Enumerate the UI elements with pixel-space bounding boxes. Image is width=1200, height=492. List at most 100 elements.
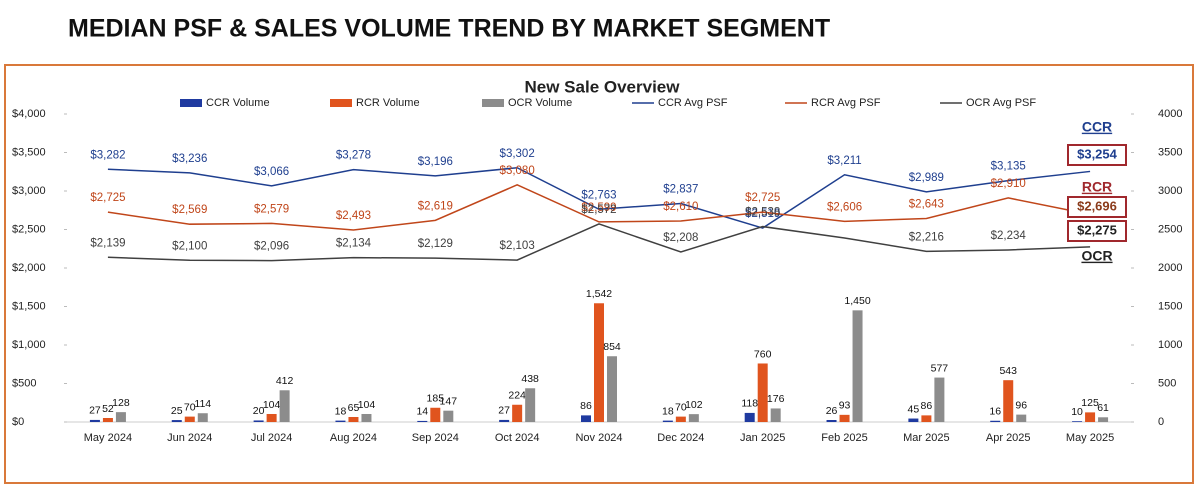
line-label: $2,493 xyxy=(336,210,371,222)
line-label: $2,606 xyxy=(827,201,862,213)
x-tick-label: Sep 2024 xyxy=(412,432,459,444)
line-label: $2,519 xyxy=(745,208,780,220)
line-label: $2,569 xyxy=(172,204,207,216)
bar xyxy=(662,420,673,422)
end-label: $3,254 xyxy=(1077,146,1118,161)
x-tick-label: Mar 2025 xyxy=(903,432,949,444)
bar-label: 52 xyxy=(102,403,114,415)
line-label: $2,725 xyxy=(745,192,780,204)
bar-label: 45 xyxy=(908,403,920,415)
legend-label: OCR Volume xyxy=(508,97,572,109)
y2-tick-label: 0 xyxy=(1158,416,1164,428)
line-label: $2,599 xyxy=(581,202,616,214)
bar-label: 10 xyxy=(1071,406,1083,418)
bar xyxy=(1016,414,1027,422)
legend-label: OCR Avg PSF xyxy=(966,97,1036,109)
bar xyxy=(184,416,195,422)
bar xyxy=(1003,380,1014,422)
bar xyxy=(89,419,100,422)
bar xyxy=(934,377,945,422)
bar-label: 27 xyxy=(498,405,510,417)
bar-label: 26 xyxy=(826,405,838,417)
y2-tick-label: 1000 xyxy=(1158,339,1182,351)
bar-label: 760 xyxy=(754,348,772,360)
bar xyxy=(279,390,290,422)
line-label: $2,538 xyxy=(745,207,780,219)
bar-label: 70 xyxy=(184,401,196,413)
line-label: $2,234 xyxy=(991,230,1027,242)
bar xyxy=(512,404,523,422)
segment-annotation: RCR xyxy=(1082,179,1112,195)
bar xyxy=(417,420,428,422)
bar-label: 61 xyxy=(1097,402,1109,414)
x-tick-label: Apr 2025 xyxy=(986,432,1031,444)
bar xyxy=(594,303,604,422)
bar xyxy=(688,414,699,422)
bar xyxy=(908,418,919,422)
bar-label: 102 xyxy=(685,399,703,411)
bar-label: 128 xyxy=(112,397,130,409)
bar xyxy=(525,388,536,422)
y2-tick-label: 1500 xyxy=(1158,300,1182,312)
line-label: $3,080 xyxy=(500,165,535,177)
line-label: $2,725 xyxy=(90,192,125,204)
line-label: $2,837 xyxy=(663,184,698,196)
line xyxy=(107,166,1091,229)
line-label: $3,196 xyxy=(418,156,453,168)
line-label: $3,302 xyxy=(500,148,535,160)
bar-label: 14 xyxy=(416,406,428,418)
line-label: $2,763 xyxy=(581,189,616,201)
bar-label: 438 xyxy=(521,373,539,385)
x-tick-label: Dec 2024 xyxy=(657,432,704,444)
bar xyxy=(770,408,781,422)
line-label: $2,610 xyxy=(663,201,698,213)
y-tick-label: $0 xyxy=(12,416,24,428)
line-label: $2,619 xyxy=(418,200,453,212)
y2-tick-label: 4000 xyxy=(1158,108,1182,120)
bar-label: 65 xyxy=(348,402,360,414)
y-tick-label: $1,000 xyxy=(12,339,46,351)
line-label: $2,208 xyxy=(663,232,698,244)
bar xyxy=(348,416,359,422)
bar xyxy=(102,417,113,422)
bar xyxy=(1085,412,1096,422)
bar xyxy=(1098,417,1109,422)
chart-title: New Sale Overview xyxy=(525,77,681,96)
bar-label: 18 xyxy=(335,405,347,417)
end-label: $2,275 xyxy=(1077,222,1117,237)
legend-swatch xyxy=(180,99,202,107)
bar-label: 104 xyxy=(358,399,376,411)
bar-label: 86 xyxy=(921,400,933,412)
legend-label: CCR Avg PSF xyxy=(658,97,728,109)
bar xyxy=(852,310,863,422)
line-label: $2,910 xyxy=(991,178,1026,190)
x-tick-label: Jul 2024 xyxy=(251,432,293,444)
y-tick-label: $1,500 xyxy=(12,300,46,312)
y2-tick-label: 2000 xyxy=(1158,262,1182,274)
bar-label: 176 xyxy=(767,393,785,405)
bar-label: 543 xyxy=(999,365,1017,377)
bar-label: 18 xyxy=(662,405,674,417)
legend-swatch xyxy=(330,99,352,107)
bar-label: 577 xyxy=(931,362,949,374)
bar xyxy=(581,415,591,422)
y-tick-label: $4,000 xyxy=(12,108,46,120)
segment-annotation: OCR xyxy=(1081,248,1112,264)
y-tick-label: $3,000 xyxy=(12,185,46,197)
bar xyxy=(826,419,837,422)
end-label: $2,696 xyxy=(1077,198,1117,213)
bar-label: 1,542 xyxy=(586,288,612,300)
y2-tick-label: 3000 xyxy=(1158,185,1182,197)
x-tick-label: Feb 2025 xyxy=(821,432,867,444)
bar-label: 70 xyxy=(675,401,687,413)
bar-label: 114 xyxy=(194,398,211,410)
bar-label: 1,450 xyxy=(844,295,870,307)
bar-label: 27 xyxy=(89,405,101,417)
line-label: $2,129 xyxy=(418,238,453,250)
x-tick-label: May 2025 xyxy=(1066,432,1114,444)
legend-label: RCR Avg PSF xyxy=(811,97,881,109)
bar xyxy=(757,363,768,422)
x-tick-label: Aug 2024 xyxy=(330,432,377,444)
x-tick-label: Nov 2024 xyxy=(575,432,622,444)
bar xyxy=(197,413,208,422)
